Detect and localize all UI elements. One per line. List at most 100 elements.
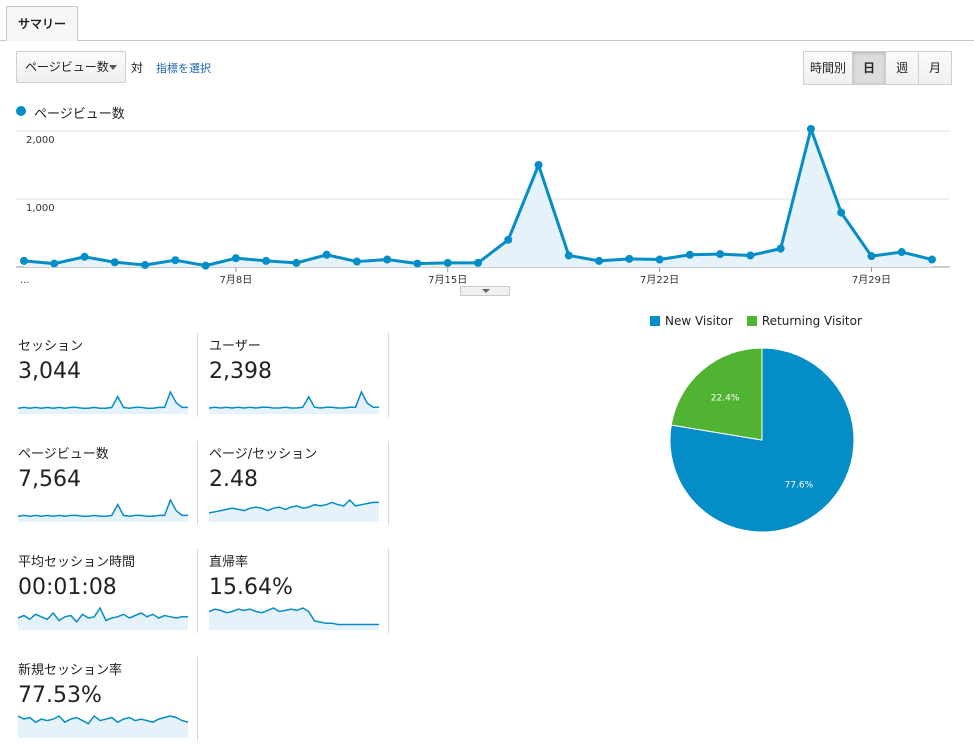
granularity-monthly-button[interactable]: 月 [918,51,952,85]
kpi-label: 新規セッション率 [18,663,123,678]
granularity-daily-button[interactable]: 日 [852,51,886,85]
chevron-down-icon [482,289,490,293]
data-point[interactable] [474,258,482,267]
data-point[interactable] [504,235,513,244]
data-point[interactable] [928,255,936,264]
x-tick-label: 7月8日 [219,274,252,286]
kpi-label: ページ/セッション [209,447,318,462]
data-point[interactable] [50,259,59,268]
granularity-weekly-button[interactable]: 週 [885,51,919,85]
data-point[interactable] [746,251,755,260]
x-tick-label: 7月29日 [852,274,891,286]
pie-slice-new-visitor[interactable] [669,347,855,533]
data-point[interactable] [413,259,422,268]
data-point[interactable] [776,244,785,253]
kpi-label: ユーザー [209,339,261,354]
data-point[interactable] [655,255,664,264]
pie-legend: New Visitor Returning Visitor [650,314,862,328]
data-point[interactable] [897,248,906,257]
kpi-tile[interactable]: ページビュー数 7,564 [18,443,198,527]
series-legend-dot [16,106,26,116]
y-tick-label: 2,000 [26,135,55,146]
sparkline-line [209,607,379,626]
kpi-value: 77.53% [18,683,102,708]
sparkline-area [18,500,188,522]
data-point[interactable] [292,258,301,267]
kpi-divider [388,549,389,633]
data-point[interactable] [352,257,361,266]
data-point[interactable] [443,258,452,267]
kpi-value: 3,044 [18,359,81,384]
kpi-tile[interactable]: 平均セッション時間 00:01:08 [18,551,198,635]
kpi-tile[interactable]: 直帰率 15.64% [209,551,389,635]
data-point[interactable] [262,256,271,265]
sparkline-area [18,392,188,414]
kpi-tile[interactable]: ユーザー 2,398 [209,335,389,419]
tab-summary[interactable]: サマリー [6,6,78,41]
chevron-down-icon [109,65,117,70]
pie-slice-label: 22.4% [711,394,740,404]
granularity-buttons: 時間別 日 週 月 [803,51,952,85]
data-point[interactable] [322,250,331,259]
kpi-divider [197,657,198,741]
sparkline-line [18,498,188,517]
pie-slice-returning-visitor[interactable] [670,347,763,441]
data-point[interactable] [534,161,543,169]
kpi-value: 2,398 [209,359,272,384]
metric-dropdown[interactable]: ページビュー数 [16,51,126,83]
data-point[interactable] [141,260,150,269]
kpi-tile[interactable]: ページ/セッション 2.48 [209,443,389,527]
x-tick-label: 7月15日 [428,274,467,286]
kpi-divider [197,333,198,417]
data-point[interactable] [837,208,846,217]
kpi-sparkline [209,498,379,522]
kpi-value: 00:01:08 [18,575,117,600]
data-point[interactable] [685,250,694,259]
data-point[interactable] [383,255,392,264]
sparkline-line [209,390,379,409]
data-point[interactable] [806,124,815,133]
data-point[interactable] [20,256,28,265]
kpi-tile[interactable]: 新規セッション率 77.53% [18,659,198,743]
kpi-tile[interactable]: セッション 3,044 [18,335,198,419]
pie-slice-label: 77.6% [785,480,814,490]
kpi-sparkline [18,390,188,414]
vs-label: 対 [131,61,144,75]
data-point[interactable] [716,250,725,259]
select-metric-link[interactable]: 指標を選択 [156,62,211,75]
pie-legend-returning-visitor: Returning Visitor [761,314,862,328]
returning-visitor-swatch [746,316,757,326]
visitor-type-pie-chart: 77.6% 22.4% [669,347,855,533]
kpi-divider [197,549,198,633]
kpi-sparkline [18,606,188,630]
pageviews-line-chart: 1,000 2,000... 7月8日 7月15日 7月22日 7月29日 [16,124,950,286]
kpi-sparkline [209,390,379,414]
series-legend-label: ページビュー数 [34,107,125,122]
data-point[interactable] [231,254,240,263]
kpi-sparkline [209,607,379,630]
data-point[interactable] [80,252,89,261]
kpi-divider [388,441,389,525]
sparkline-line [209,498,379,514]
data-point[interactable] [171,256,180,265]
kpi-value: 2.48 [209,467,258,492]
data-point[interactable] [625,254,634,263]
data-point[interactable] [867,252,876,261]
data-point[interactable] [595,256,604,265]
kpi-label: ページビュー数 [18,447,109,462]
data-point[interactable] [201,261,210,270]
pie-legend-new-visitor: New Visitor [665,314,733,328]
granularity-hourly-button[interactable]: 時間別 [803,51,853,85]
kpi-label: 平均セッション時間 [18,555,136,570]
kpi-sparkline [18,714,188,738]
x-tick-label: 7月22日 [640,274,679,286]
sparkline-area [209,500,379,522]
sparkline-area [18,608,188,630]
data-point[interactable] [564,251,573,260]
kpi-sparkline [18,498,188,522]
metric-dropdown-label: ページビュー数 [25,60,109,74]
kpi-value: 15.64% [209,575,293,600]
kpi-divider [197,441,198,525]
data-point[interactable] [110,258,119,267]
chart-collapse-toggle[interactable] [460,286,510,296]
